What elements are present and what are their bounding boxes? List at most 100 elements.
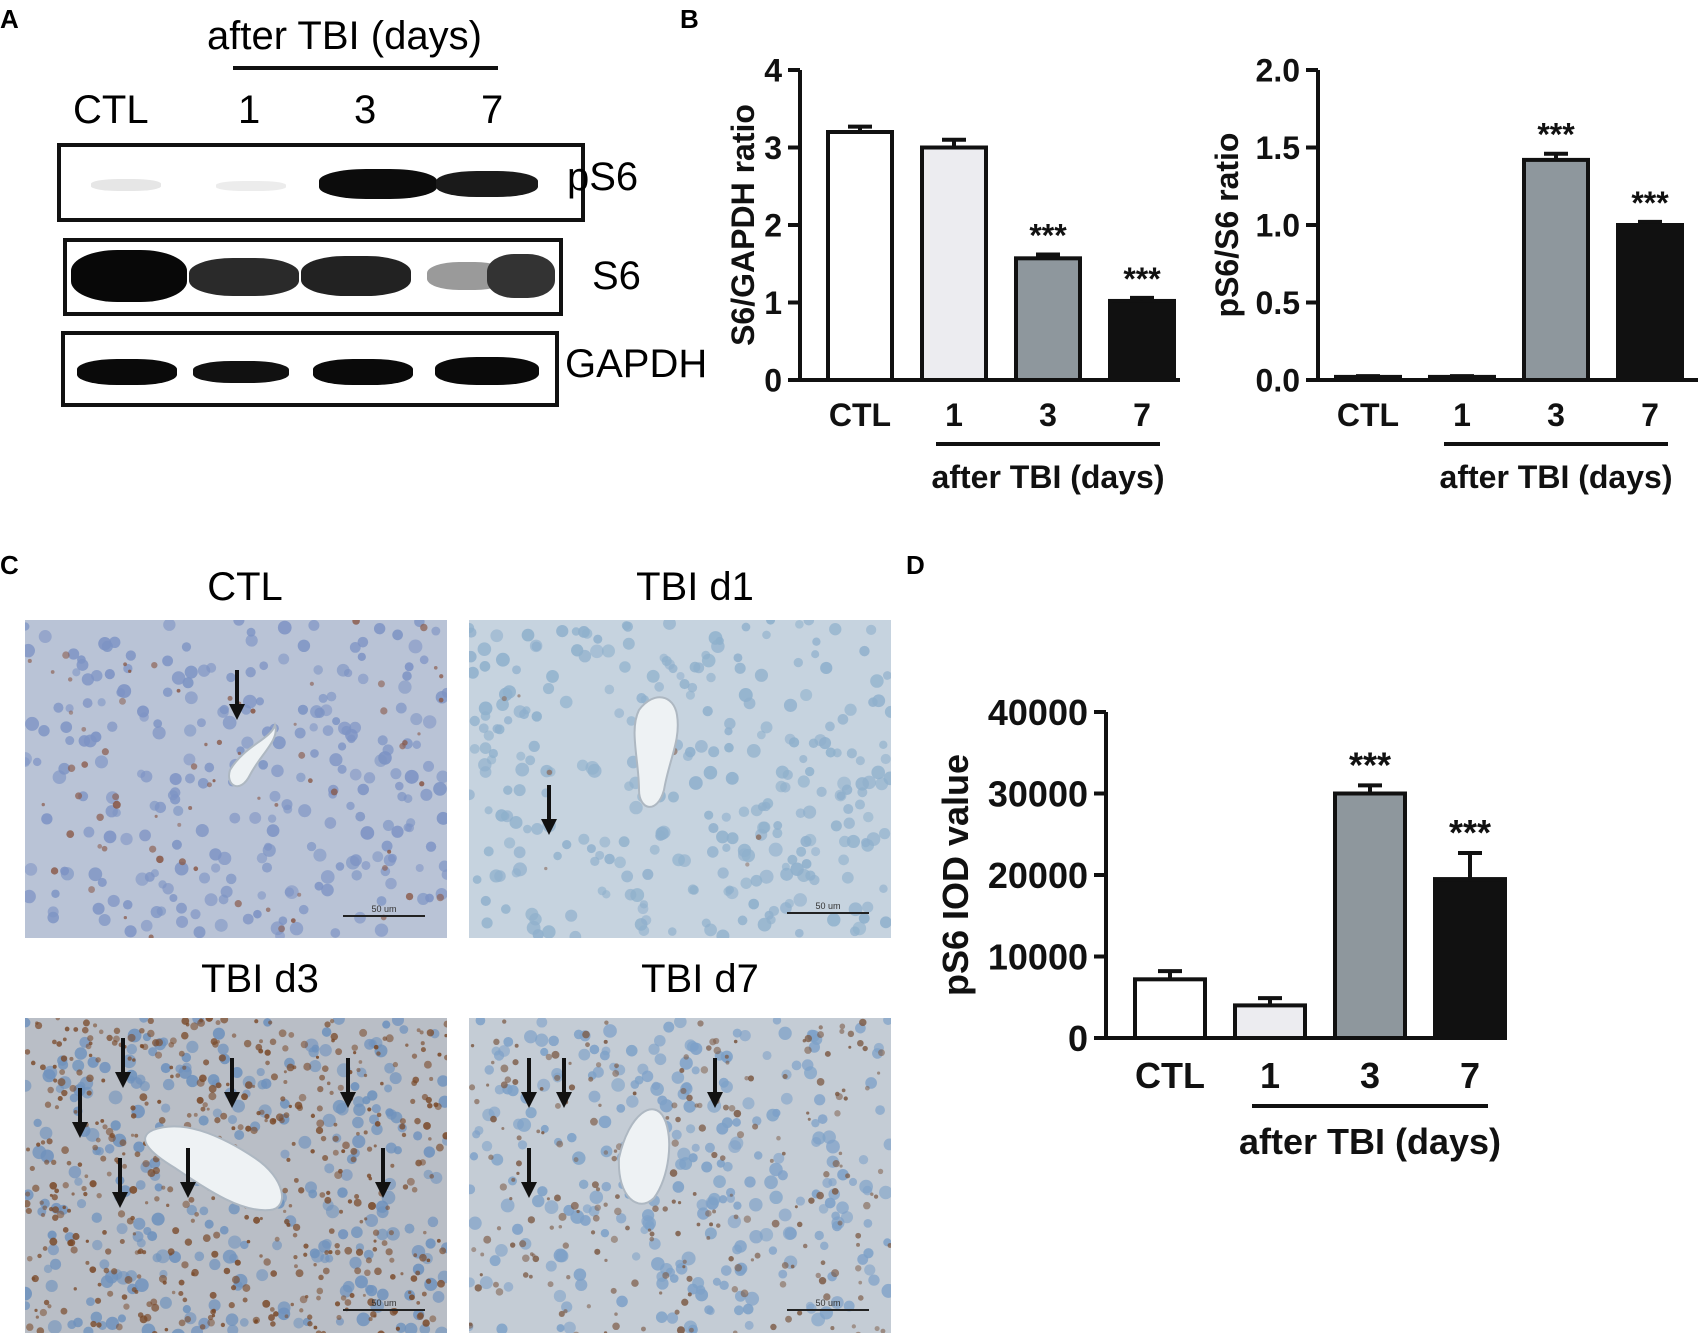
- nucleus: [245, 634, 258, 647]
- stain-granule: [89, 1180, 97, 1188]
- nucleus: [883, 671, 891, 680]
- stain-granule: [231, 1126, 236, 1131]
- nucleus: [542, 682, 555, 695]
- nucleus: [319, 1044, 332, 1057]
- stain-granule: [211, 1196, 216, 1201]
- stain-granule: [199, 1074, 207, 1083]
- nucleus: [227, 1324, 239, 1333]
- stain-granule: [373, 1144, 377, 1148]
- stain-granule: [493, 1281, 499, 1288]
- nucleus: [68, 1165, 82, 1179]
- nucleus: [618, 836, 630, 848]
- stain-granule: [77, 1162, 83, 1167]
- nucleus: [116, 1223, 128, 1235]
- stain-granule: [352, 620, 360, 625]
- nucleus: [732, 1118, 741, 1127]
- stain-granule: [405, 1043, 409, 1047]
- nucleus: [390, 768, 402, 780]
- nucleus: [74, 1047, 88, 1060]
- nucleus: [245, 667, 256, 678]
- stain-granule: [344, 1299, 352, 1306]
- nucleus: [604, 853, 615, 865]
- stain-granule: [213, 1231, 221, 1239]
- stain-granule: [527, 1216, 535, 1224]
- nucleus: [862, 901, 874, 913]
- scale-bar-label: 50 um: [815, 1298, 840, 1308]
- nucleus: [355, 811, 366, 822]
- nucleus: [483, 846, 494, 857]
- nucleus: [595, 850, 605, 860]
- stain-granule: [413, 1253, 418, 1258]
- stain-granule: [166, 1203, 170, 1207]
- nucleus: [600, 1228, 610, 1238]
- stain-granule: [582, 1030, 590, 1039]
- stain-granule: [182, 1065, 187, 1070]
- arrow-head: [375, 1182, 391, 1198]
- nucleus: [94, 755, 109, 769]
- stain-granule: [862, 1045, 868, 1052]
- nucleus: [395, 781, 404, 791]
- stain-granule: [729, 1193, 733, 1197]
- x-tick-label: 3: [1547, 397, 1565, 433]
- stain-granule: [273, 1311, 279, 1317]
- stain-granule: [595, 1062, 602, 1068]
- stain-granule: [186, 1113, 192, 1118]
- nucleus: [795, 808, 806, 819]
- nucleus: [469, 627, 477, 638]
- stain-granule: [315, 1330, 322, 1333]
- nucleus: [704, 810, 714, 820]
- stain-granule: [113, 1027, 121, 1035]
- nucleus: [480, 711, 491, 721]
- x-tick-label: 3: [1360, 1055, 1380, 1096]
- stain-granule: [41, 802, 45, 807]
- stain-granule: [322, 1267, 330, 1275]
- stain-granule: [234, 1259, 241, 1266]
- nucleus: [571, 644, 584, 657]
- stain-granule: [402, 740, 408, 746]
- stain-granule: [278, 925, 286, 933]
- nucleus: [740, 877, 752, 889]
- stain-granule: [178, 858, 186, 866]
- stain-granule: [674, 1309, 680, 1315]
- nucleus: [350, 854, 362, 867]
- nucleus: [689, 885, 699, 895]
- nucleus: [181, 642, 192, 652]
- stain-granule: [671, 1139, 679, 1147]
- band-ps6-d3: [319, 169, 437, 199]
- nucleus: [365, 1214, 379, 1228]
- stain-granule: [154, 1196, 160, 1202]
- nucleus: [481, 917, 493, 929]
- nucleus: [725, 1187, 736, 1198]
- stain-granule: [427, 1102, 433, 1109]
- nucleus: [65, 704, 74, 713]
- stain-granule: [250, 708, 256, 714]
- bar: [1133, 977, 1207, 1041]
- nucleus: [404, 662, 414, 672]
- stain-granule: [733, 1214, 739, 1220]
- nucleus: [696, 1199, 708, 1211]
- stain-granule: [754, 1252, 761, 1259]
- stain-granule: [400, 1272, 404, 1276]
- x-tick-label: CTL: [1135, 1055, 1205, 1096]
- stain-granule: [157, 1099, 162, 1104]
- nucleus: [611, 1078, 625, 1092]
- stain-granule: [373, 1044, 379, 1050]
- ihc-image-tbi-d3: 50 um: [25, 1018, 447, 1333]
- stain-granule: [728, 1256, 734, 1262]
- nucleus: [98, 914, 111, 927]
- nucleus: [322, 725, 334, 736]
- nucleus: [794, 928, 804, 938]
- bar: [1522, 157, 1590, 383]
- stain-granule: [154, 1051, 163, 1059]
- nucleus: [360, 826, 375, 840]
- nucleus: [671, 1129, 682, 1140]
- nucleus: [226, 672, 236, 683]
- nucleus: [814, 1094, 826, 1106]
- nucleus: [880, 753, 891, 765]
- stain-granule: [873, 1194, 879, 1199]
- x-tick-label: 7: [1460, 1055, 1480, 1096]
- nucleus: [846, 834, 861, 849]
- nucleus: [109, 636, 121, 649]
- bar: [1333, 791, 1407, 1040]
- nucleus: [349, 768, 362, 781]
